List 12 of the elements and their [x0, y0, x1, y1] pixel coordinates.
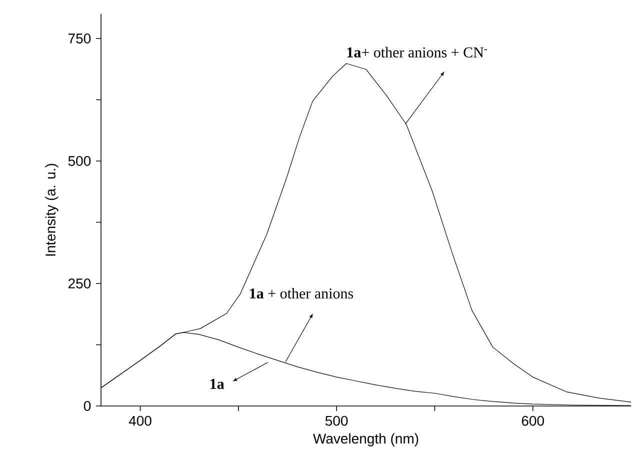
y-axis-title: Intensity (a. u.)	[45, 164, 58, 256]
annotation: 1a + other anions	[250, 288, 354, 299]
y-tick-label: 750	[68, 34, 91, 44]
y-tick-label: 250	[68, 278, 91, 288]
x-tick-label: 500	[325, 416, 348, 426]
annotation: 1a	[210, 378, 224, 389]
x-axis-title: Wavelength (nm)	[313, 433, 418, 446]
x-tick-label: 600	[522, 416, 544, 426]
y-tick-label: 0	[84, 401, 91, 411]
x-tick-label: 400	[128, 416, 152, 426]
y-tick-label: 500	[68, 156, 91, 166]
annotation: 1a+ other anions + CN$^{-}$	[347, 46, 488, 58]
